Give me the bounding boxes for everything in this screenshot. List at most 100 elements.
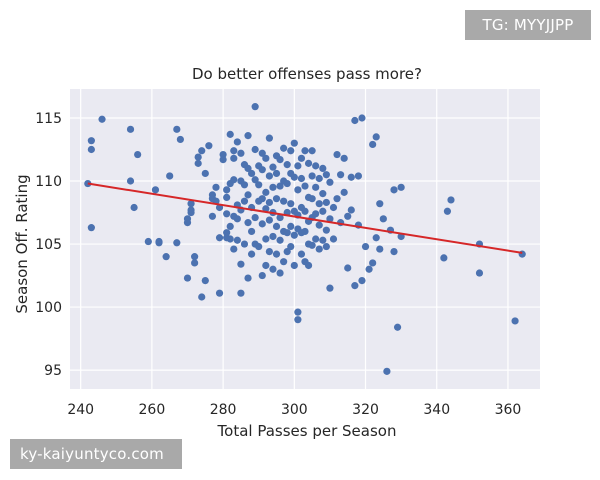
data-point	[258, 149, 266, 157]
data-point	[287, 222, 295, 230]
data-point	[244, 132, 252, 140]
data-point	[322, 171, 330, 179]
data-point	[312, 210, 320, 218]
data-point	[290, 139, 298, 147]
data-point	[247, 250, 256, 258]
data-point	[126, 125, 135, 133]
data-point	[354, 172, 363, 180]
data-point	[329, 235, 338, 243]
data-point	[319, 164, 327, 173]
data-point	[187, 200, 195, 208]
data-point	[265, 248, 273, 256]
data-point	[340, 188, 348, 196]
data-point	[244, 191, 252, 199]
data-point	[301, 227, 309, 236]
data-point	[280, 144, 288, 152]
data-point	[269, 265, 277, 273]
data-point	[347, 206, 355, 214]
data-point	[297, 250, 306, 258]
x-tick-label: 280	[210, 402, 237, 418]
data-point	[240, 197, 249, 205]
data-point	[333, 195, 341, 203]
data-point	[194, 153, 202, 161]
data-point	[304, 159, 313, 167]
data-point	[219, 155, 227, 164]
data-point	[358, 114, 366, 122]
data-point	[191, 253, 199, 261]
data-point	[262, 235, 270, 243]
data-point	[287, 200, 295, 208]
data-point	[315, 200, 323, 208]
data-point	[283, 229, 291, 237]
data-point	[301, 182, 309, 190]
data-point	[265, 216, 273, 224]
data-point	[351, 116, 359, 125]
chart-title: Do better offenses pass more?	[192, 65, 422, 83]
data-point	[290, 261, 298, 270]
data-point	[233, 236, 241, 244]
data-point	[280, 258, 288, 266]
data-point	[372, 133, 380, 141]
data-point	[198, 293, 206, 301]
data-point	[369, 259, 377, 267]
data-point	[251, 176, 259, 184]
data-point	[187, 208, 195, 217]
data-point	[287, 242, 295, 251]
data-point	[447, 196, 455, 204]
data-point	[244, 164, 252, 173]
data-point	[183, 274, 192, 282]
data-point	[376, 245, 384, 253]
data-point	[212, 183, 220, 191]
data-point	[237, 289, 245, 297]
data-point	[308, 195, 316, 203]
data-point	[365, 265, 373, 273]
data-point	[166, 172, 174, 180]
data-point	[283, 161, 291, 169]
data-point	[269, 232, 277, 241]
data-point	[443, 207, 452, 215]
data-point	[230, 176, 238, 184]
data-point	[258, 166, 266, 174]
y-tick-label: 115	[35, 111, 62, 127]
data-point	[308, 172, 316, 180]
data-point	[265, 172, 273, 180]
x-tick-labels: 240 260 280 300 320 340 360	[67, 402, 521, 418]
data-point	[294, 308, 302, 316]
data-point	[287, 147, 295, 155]
data-point	[337, 171, 345, 179]
data-point	[315, 174, 323, 183]
data-point	[215, 234, 224, 242]
data-point	[376, 200, 384, 208]
data-point	[237, 260, 245, 268]
data-point	[297, 174, 306, 183]
data-point	[369, 140, 377, 149]
x-tick-label: 300	[281, 402, 308, 418]
data-points	[84, 103, 526, 375]
data-point	[390, 248, 398, 256]
data-point	[326, 178, 334, 186]
data-point	[201, 169, 209, 178]
data-point	[176, 135, 184, 144]
data-point	[269, 183, 277, 191]
data-point	[319, 236, 327, 244]
data-point	[223, 210, 231, 218]
data-point	[283, 179, 291, 188]
data-point	[272, 250, 281, 258]
data-point	[191, 259, 199, 267]
data-point	[201, 276, 209, 285]
data-point	[383, 367, 391, 375]
data-point	[372, 234, 380, 242]
x-tick-label: 340	[423, 402, 450, 418]
data-point	[173, 125, 181, 133]
data-point	[205, 142, 213, 150]
data-point	[262, 205, 270, 213]
data-point	[226, 222, 234, 230]
y-tick-label: 100	[35, 300, 62, 316]
data-point	[319, 207, 327, 215]
data-point	[297, 154, 306, 162]
data-point	[272, 169, 281, 178]
data-point	[244, 274, 252, 282]
y-axis-label: Season Off. Rating	[13, 174, 31, 313]
data-point	[333, 150, 341, 159]
data-point	[326, 215, 334, 223]
